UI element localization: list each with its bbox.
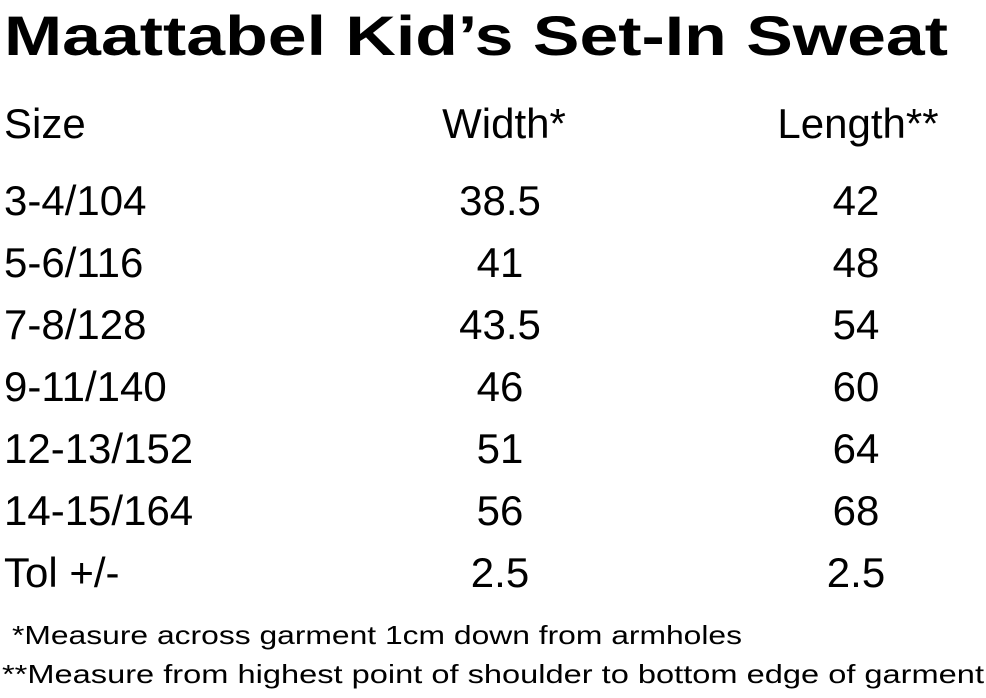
- footnote: *Measure across garment 1cm down from ar…: [12, 620, 742, 650]
- column-header: Size: [4, 100, 86, 147]
- measurement: 43.5: [459, 301, 541, 348]
- measurement: 2.5: [827, 549, 885, 596]
- measurement: 38.5: [459, 177, 541, 224]
- measurement: 2.5: [471, 549, 529, 596]
- size-label: 7-8/128: [4, 301, 146, 348]
- measurement: 41: [477, 239, 524, 286]
- measurement: 60: [833, 363, 880, 410]
- column-header: Width*: [442, 100, 566, 147]
- size-label: 5-6/116: [4, 239, 143, 286]
- size-label: 9-11/140: [4, 363, 167, 410]
- measurement: 48: [833, 239, 880, 286]
- size-label: Tol +/-: [4, 549, 120, 596]
- size-label: 3-4/104: [4, 177, 146, 224]
- column-header: Length**: [777, 100, 938, 147]
- measurement: 51: [477, 425, 524, 472]
- measurement: 46: [477, 363, 524, 410]
- size-label: 12-13/152: [4, 425, 193, 472]
- size-label: 14-15/164: [4, 487, 193, 534]
- measurement: 64: [833, 425, 880, 472]
- measurement: 42: [833, 177, 880, 224]
- measurement: 54: [833, 301, 880, 348]
- footnote: **Measure from highest point of shoulder…: [2, 659, 985, 689]
- title: Maattabel Kid’s Set-In Sweat: [4, 4, 948, 67]
- measurement: 56: [477, 487, 524, 534]
- measurement: 68: [833, 487, 880, 534]
